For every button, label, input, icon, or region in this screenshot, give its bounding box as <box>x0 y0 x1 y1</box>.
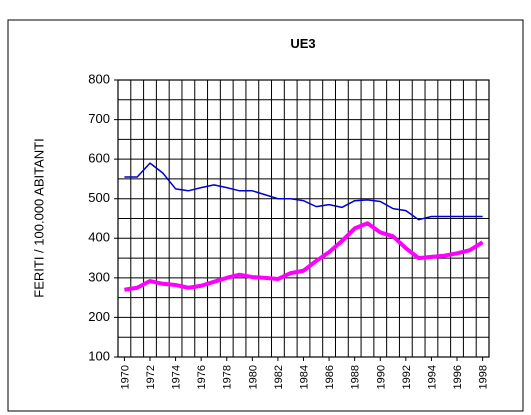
x-tick-label: 1986 <box>324 365 336 389</box>
x-tick-label: 1992 <box>401 365 413 389</box>
line-series <box>124 162 483 221</box>
x-tick-label: 1976 <box>196 365 208 389</box>
x-tick-label: 1990 <box>375 365 387 389</box>
x-tick-label: 1984 <box>299 365 311 389</box>
y-tick-label: 400 <box>88 230 110 245</box>
y-tick-label: 100 <box>88 348 110 363</box>
y-tick-label: 700 <box>88 111 110 126</box>
plot-border <box>117 79 490 358</box>
line-series <box>124 221 484 292</box>
x-tick-label: 1978 <box>222 365 234 389</box>
y-tick-label: 200 <box>88 309 110 324</box>
y-tick-label: 800 <box>88 71 110 86</box>
chart-frame <box>7 19 524 412</box>
y-tick-label: 300 <box>88 269 110 284</box>
x-tick-label: 1970 <box>119 365 131 389</box>
x-tick-label: 1980 <box>247 365 259 389</box>
y-tick-label: 500 <box>88 190 110 205</box>
x-tick-label: 1998 <box>478 365 490 389</box>
x-tick-label: 1974 <box>171 365 183 389</box>
x-tick-label: 1972 <box>145 365 157 389</box>
x-tick-label: 1996 <box>452 365 464 389</box>
x-tick-label: 1988 <box>350 365 362 389</box>
chart-title: UE3 <box>290 36 315 51</box>
y-tick-label: 600 <box>88 151 110 166</box>
x-tick-label: 1994 <box>426 365 438 389</box>
x-tick-label: 1982 <box>273 365 285 389</box>
y-axis-label: FERITI / 100.000 ABITANTI <box>31 138 46 297</box>
